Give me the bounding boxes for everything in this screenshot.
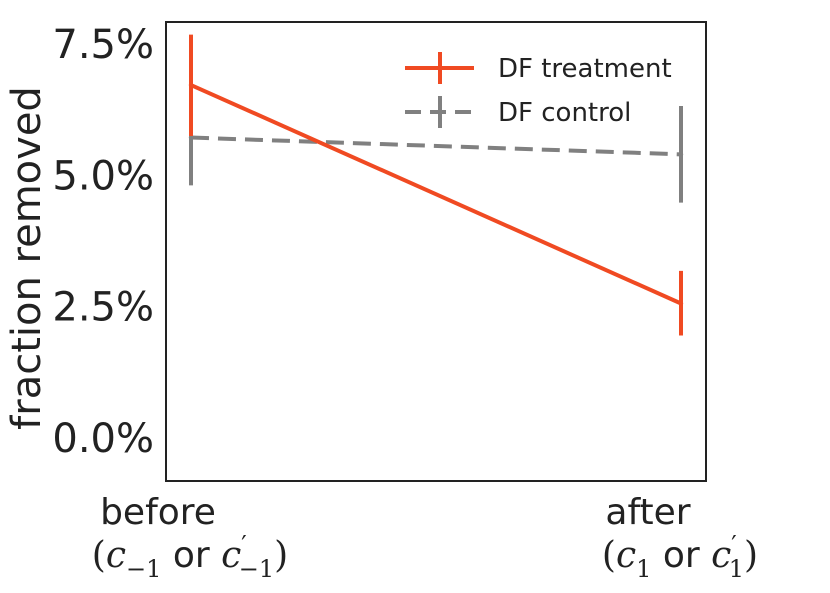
df-control-point	[188, 135, 194, 140]
x-category-before-notation: (c−1 or c′ −1)	[92, 531, 288, 583]
plot-background	[166, 22, 706, 481]
data-layer	[188, 34, 684, 336]
df-treatment-point	[678, 301, 684, 306]
y-axis-ticks: 0.0% 2.5% 5.0% 7.5%	[52, 22, 154, 462]
df-control-line	[190, 135, 682, 157]
y-axis-label: fraction removed	[4, 86, 50, 430]
y-tick-label: 7.5%	[52, 22, 154, 68]
x-category-after: after	[605, 492, 690, 533]
x-category-after-notation: (c1 or c′ 1)	[602, 531, 758, 583]
x-category-before: before	[100, 492, 216, 533]
plot-frame	[165, 21, 707, 482]
df-treatment-point	[188, 82, 194, 88]
legend-df-treatment-label: DF treatment	[498, 54, 672, 84]
legend-df-control-label: DF control	[498, 98, 631, 128]
x-axis-categories: before(c−1 or c′ −1) after(c1 or c′ 1)	[92, 492, 758, 583]
y-tick-label: 2.5%	[52, 285, 154, 331]
df-control-point	[678, 152, 684, 157]
y-tick-label: 5.0%	[52, 153, 154, 199]
df-treatment-line	[190, 83, 682, 306]
y-tick-label: 0.0%	[52, 416, 154, 462]
legend: DF treatment DF control	[405, 52, 672, 128]
